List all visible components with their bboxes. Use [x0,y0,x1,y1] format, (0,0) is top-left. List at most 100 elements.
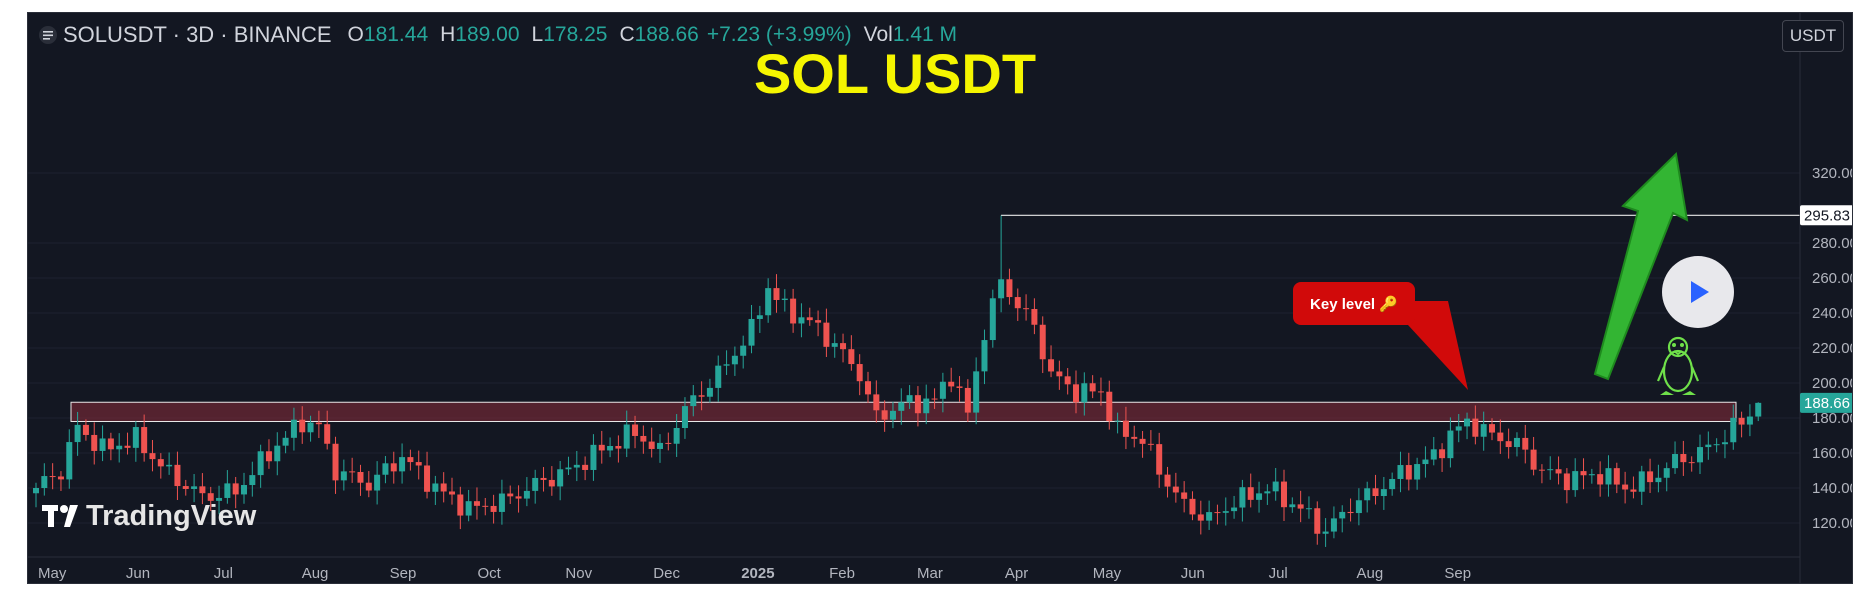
time-axis[interactable]: May Jun Jul Aug Sep Oct Nov Dec 2025 Feb Mar Apr May… [28,556,1800,582]
price-axis[interactable]: 320.00 280.00 260.00 240.00 220.00 200.00 180.… [1799,13,1853,584]
callout-label: Key level 🔑 [1310,294,1398,313]
candle-body [332,443,339,481]
candle-body [1281,481,1287,508]
currency-button[interactable]: USDT [1782,20,1844,52]
candle-body [989,298,996,341]
candle-body [1172,486,1179,493]
candle-body [1455,426,1462,431]
symbol-name[interactable]: SOLUSDT · 3D · BINANCE [63,22,332,47]
candle-body [773,288,780,300]
candle-body [1397,465,1404,479]
candle-body [1563,473,1570,491]
candle-body [1713,444,1720,446]
candle-body [374,474,381,491]
time-tick-label: Sep [1444,565,1471,582]
candle-body [1630,489,1637,492]
tradingview-watermark: TradingView [42,500,257,532]
candle-body [1247,487,1254,500]
candle-body [241,485,247,495]
price-tick-label: 240.00 [1812,305,1853,322]
candle-body [715,365,722,388]
candle-body [1222,511,1229,513]
candle-body [523,490,530,499]
candle-body [548,479,555,487]
candle-body [582,464,589,470]
key-level-zone[interactable] [70,401,1737,422]
candle-body [873,394,880,411]
candle-body [964,387,971,413]
candle-body [207,493,214,501]
candle-body [357,472,364,483]
candle-body [673,428,680,444]
candle-body [1746,416,1753,425]
candle-body [1472,418,1479,437]
candle-body [1705,444,1712,448]
high-value: 189.00 [455,23,520,46]
candle-body [1672,454,1679,469]
change-value: +7.23 (+3.99%) [706,23,852,46]
open-value: 181.44 [363,23,429,46]
candle-body [657,442,663,449]
play-button[interactable] [1662,256,1734,328]
candle-body [1721,442,1728,445]
price-tick-label: 180.00 [1812,410,1853,427]
time-tick-label: Jul [214,565,233,582]
candle-body [515,496,522,499]
candle-body [124,445,131,448]
candle-body [41,476,48,488]
key-level-callout[interactable]: Key level 🔑 [1293,282,1468,390]
candle-body [1006,279,1013,298]
chart-title-text: SOL USDT [754,42,1036,105]
candle-body [1264,491,1271,494]
chart-title: SOL USDT [754,42,1036,105]
candle-body [424,465,431,492]
candle-body [191,486,198,489]
candle-body [706,387,713,397]
last-price-label: 188.66 [1800,392,1852,413]
candle-body [57,476,64,480]
candle-body [1048,359,1055,372]
callout-box [1293,282,1415,325]
candle-body [790,298,797,324]
chart-frame: SOL USDT Key level 🔑 320.00 280.00 260.00 2… [27,12,1853,584]
candle-body [1289,504,1296,508]
chart-canvas[interactable]: SOL USDT Key level 🔑 320.00 280.00 260.00 2… [28,13,1853,584]
low-value: 178.25 [543,23,608,46]
candle-body [473,501,480,506]
candle-body [690,395,697,407]
candle-body [315,422,322,425]
time-tick-label: Mar [917,565,943,582]
symbol-legend[interactable]: SOLUSDT · 3D · BINANCE O 181.44 H 189.00… [38,22,957,48]
candle-body [1638,471,1645,492]
time-tick-label: Jun [126,565,150,582]
candle-body [1405,465,1412,480]
candle-body [257,451,264,476]
candle-body [1697,447,1703,463]
symbol-menu-icon[interactable] [38,25,58,45]
candle-body [906,395,913,403]
candle-body [99,438,106,451]
candle-body [740,345,747,356]
candle-body [216,497,223,501]
candle-body [1156,444,1163,475]
candle-body [407,457,414,463]
candle-body [1489,424,1495,433]
candle-body [141,427,148,454]
grid [28,172,1800,524]
candle-body [1064,376,1071,385]
price-tick-label: 120.00 [1812,515,1853,532]
candle-body [815,320,822,323]
candle-body [1081,383,1088,403]
candle-body [1272,481,1279,492]
candle-body [274,445,281,462]
candle-body [1056,371,1063,377]
candle-body [1464,418,1471,427]
candle-body [1106,391,1113,422]
candle-body [881,410,888,420]
candle-body [116,445,123,450]
candle-body [1380,489,1387,497]
candle-body [640,435,647,442]
candle-body [756,315,763,319]
candle-body [698,395,705,397]
candles [33,215,1762,547]
